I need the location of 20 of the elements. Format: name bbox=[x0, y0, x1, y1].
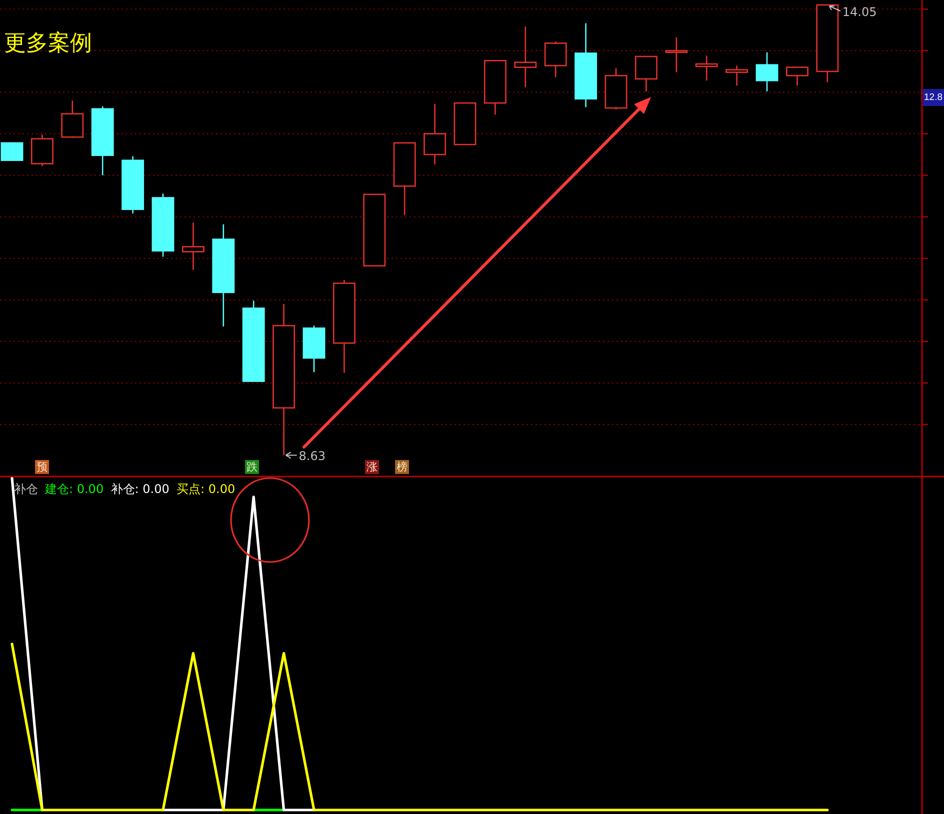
candlestick bbox=[61, 100, 84, 139]
candlestick bbox=[514, 26, 537, 88]
text: 补仓: 0.00 bbox=[110, 482, 170, 496]
candlestick bbox=[756, 52, 778, 92]
candlestick bbox=[665, 36, 688, 73]
annotation: 14.05 bbox=[842, 4, 877, 19]
candlestick bbox=[726, 64, 748, 86]
annotation: 8.63 bbox=[298, 449, 326, 464]
candlestick bbox=[695, 55, 718, 82]
candlestick bbox=[544, 40, 567, 78]
text: 更多案例 bbox=[4, 31, 92, 56]
chart-title: 补仓 bbox=[14, 482, 38, 496]
text: 12.8 bbox=[924, 92, 942, 103]
candlestick bbox=[786, 66, 808, 86]
candlestick bbox=[634, 56, 658, 92]
text: 买点: 0.00 bbox=[176, 482, 236, 496]
candlestick bbox=[0, 142, 24, 161]
candlestick bbox=[182, 222, 204, 271]
text: 建仓: 0.00 bbox=[44, 482, 104, 496]
candlestick bbox=[424, 103, 446, 166]
